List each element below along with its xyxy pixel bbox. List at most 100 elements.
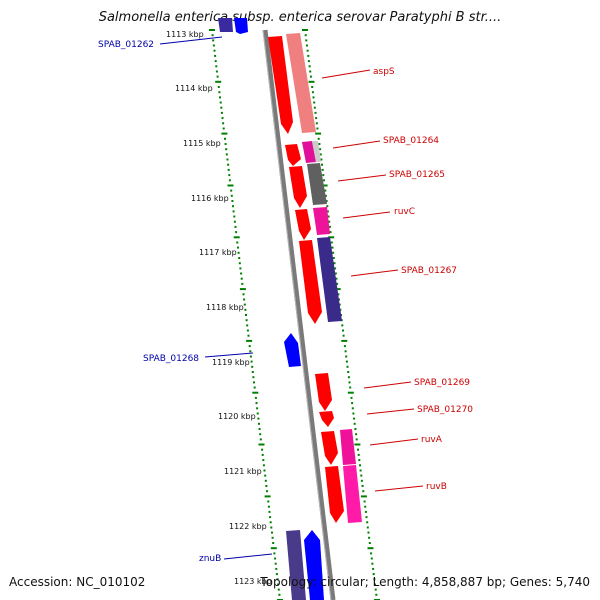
gene-label-asps[interactable]: aspS xyxy=(373,67,395,77)
minor-tick xyxy=(354,428,357,430)
gene-label-spab01262[interactable]: SPAB_01262 xyxy=(98,40,154,50)
gene-arrow-spab01265[interactable] xyxy=(289,166,307,208)
minor-tick xyxy=(248,345,251,348)
minor-tick xyxy=(353,417,356,420)
gene-bar-asps-cog[interactable] xyxy=(286,33,316,133)
backbone-line xyxy=(262,29,336,600)
gene-label-spab01264[interactable]: SPAB_01264 xyxy=(383,136,439,146)
minor-tick xyxy=(370,557,373,560)
minor-tick xyxy=(274,557,277,560)
leader-line xyxy=(363,381,412,389)
major-tick xyxy=(227,184,234,187)
major-tick xyxy=(252,391,259,394)
minor-tick xyxy=(366,521,369,524)
minor-tick xyxy=(261,448,264,451)
major-tick xyxy=(321,184,328,187)
gene-label-spab01270[interactable]: SPAB_01270 xyxy=(417,405,473,415)
gene-label-spab01269[interactable]: SPAB_01269 xyxy=(414,378,470,388)
minor-tick xyxy=(217,86,220,88)
major-tick xyxy=(215,80,222,83)
gene-label-ruvb[interactable]: ruvB xyxy=(426,482,447,492)
minor-tick xyxy=(315,117,318,120)
leader-line xyxy=(204,352,254,358)
gene-bar-ruva-cog[interactable] xyxy=(340,429,356,465)
gene-label-znub[interactable]: znuB xyxy=(199,554,221,564)
minor-tick xyxy=(338,298,340,301)
gene-arrow-znub-neighbor[interactable] xyxy=(304,530,324,600)
minor-tick xyxy=(364,505,367,508)
leader-line xyxy=(321,69,371,79)
major-tick xyxy=(258,443,265,446)
minor-tick xyxy=(347,376,350,379)
minor-tick xyxy=(361,485,364,487)
minor-tick xyxy=(307,54,310,57)
minor-tick xyxy=(213,49,216,52)
minor-tick xyxy=(234,225,237,228)
minor-tick xyxy=(348,381,351,384)
minor-tick xyxy=(224,137,226,140)
minor-tick xyxy=(232,210,235,213)
minor-tick xyxy=(215,65,218,68)
minor-tick xyxy=(258,428,261,430)
gene-arrow-ruva[interactable] xyxy=(321,431,338,465)
minor-tick xyxy=(233,220,236,223)
minor-tick xyxy=(276,578,279,581)
accession-text: Accession: NC_010102 xyxy=(9,575,146,589)
minor-tick xyxy=(363,500,366,503)
kbp-label: 1116 kbp xyxy=(191,194,229,203)
minor-tick xyxy=(334,272,337,275)
minor-tick xyxy=(324,194,327,197)
gene-arrow-ruvc[interactable] xyxy=(295,209,311,240)
gene-label-spab01265[interactable]: SPAB_01265 xyxy=(389,170,445,180)
gene-arrow-spab01264[interactable] xyxy=(285,144,301,166)
minor-tick xyxy=(328,225,331,228)
minor-tick xyxy=(262,459,265,462)
kbp-label: 1123 kbp xyxy=(234,577,272,586)
minor-tick xyxy=(225,148,228,151)
gene-arrow-ruvb[interactable] xyxy=(325,466,344,523)
minor-tick xyxy=(306,44,308,47)
gene-bar-spab01267-cog[interactable] xyxy=(317,237,342,322)
gene-arrow-spab01262-b[interactable] xyxy=(218,18,233,32)
minor-tick xyxy=(253,386,256,389)
gene-label-spab01267[interactable]: SPAB_01267 xyxy=(401,266,457,276)
kbp-label: 1117 kbp xyxy=(199,248,237,257)
gene-label-spab01268[interactable]: SPAB_01268 xyxy=(143,354,199,364)
minor-tick xyxy=(373,578,376,581)
gene-arrow-spab01262[interactable] xyxy=(234,18,248,34)
gene-bar-ruvc-cog[interactable] xyxy=(313,207,330,235)
gene-label-ruva[interactable]: ruvA xyxy=(421,435,443,445)
gene-bar-spab01265-cog[interactable] xyxy=(307,163,327,205)
gene-bar-ruvb-cog[interactable] xyxy=(343,465,362,523)
minor-tick xyxy=(313,106,316,109)
gene-bar-spab01264-cog-b[interactable] xyxy=(312,141,321,162)
gene-label-ruvc[interactable]: ruvC xyxy=(394,207,415,217)
minor-tick xyxy=(238,257,241,259)
minor-tick xyxy=(345,355,348,358)
major-tick xyxy=(308,80,315,83)
minor-tick xyxy=(334,267,337,270)
gene-arrow-asps[interactable] xyxy=(268,36,293,134)
gene-arrow-spab01270[interactable] xyxy=(319,411,334,427)
major-tick xyxy=(334,288,341,291)
gene-arrow-spab01268[interactable] xyxy=(284,333,301,367)
minor-tick xyxy=(232,205,234,208)
minor-tick xyxy=(222,122,225,125)
gene-features xyxy=(218,18,362,600)
major-tick xyxy=(221,132,228,135)
gene-arrow-spab01269[interactable] xyxy=(315,373,332,411)
minor-tick xyxy=(347,371,350,373)
gene-arrow-spab01267[interactable] xyxy=(299,240,322,324)
kbp-label: 1113 kbp xyxy=(166,30,204,39)
minor-tick xyxy=(254,396,257,399)
gene-bar-spab01264-cog[interactable] xyxy=(302,141,316,163)
minor-tick xyxy=(367,531,370,534)
gene-bar-znub[interactable] xyxy=(286,530,306,600)
minor-tick xyxy=(266,490,268,493)
minor-tick xyxy=(357,453,360,456)
minor-tick xyxy=(366,526,369,529)
minor-tick xyxy=(360,479,363,482)
minor-tick xyxy=(309,70,312,73)
minor-tick xyxy=(214,60,217,63)
